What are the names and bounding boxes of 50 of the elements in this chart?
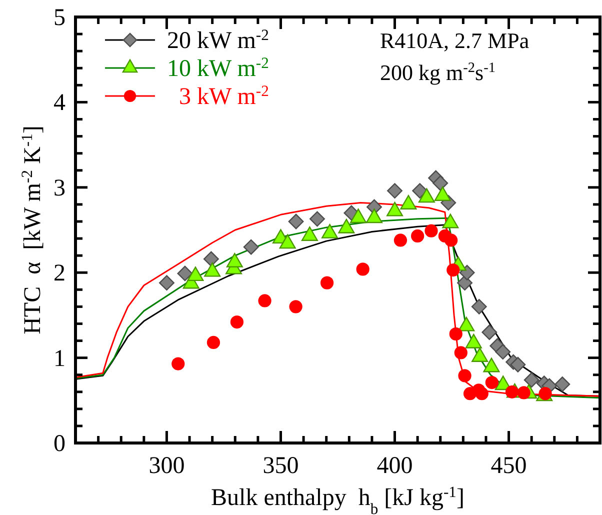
point [432,175,448,191]
annotation: 200 kg m$^{-2}$s$^{-1}$ [380,60,496,85]
y-tick-label: 1 [54,346,66,372]
point [387,183,402,199]
point [289,300,302,314]
point [230,315,244,329]
x-tick-label: 350 [262,453,299,479]
point [454,346,468,360]
point [524,372,540,388]
point [554,376,570,392]
legend-label: 10 kW m$^{-2}$ [167,54,269,82]
y-tick-label: 2 [54,260,66,287]
legend-label: 3 kW m$^{-2}$ [167,82,269,110]
point [495,344,511,360]
point [177,266,193,282]
point [475,387,488,400]
point [203,251,219,267]
point [172,357,185,370]
point [424,224,438,238]
point [411,229,424,243]
point [258,294,272,308]
y-tick-label: 5 [54,5,66,31]
point [310,211,325,227]
point [459,264,475,280]
point [510,356,526,372]
point [449,327,462,340]
point [471,298,487,314]
legend-label: 20 kW m$^{-2}$ [167,26,269,54]
x-tick-label: 400 [376,453,413,479]
point [458,369,472,382]
y-tick-label: 4 [54,90,66,116]
x-tick-label: 300 [148,453,185,479]
point [158,275,174,291]
point [412,183,428,199]
point [505,385,519,398]
x-axis-title: Bulk enthalpy h$_{b}$ [kJ kg$^{-1}$] [211,484,464,515]
point [444,234,458,247]
point [320,276,334,290]
point [206,336,220,350]
y-tick-label: 0 [54,431,66,457]
y-tick-label: 3 [54,175,66,202]
point [482,324,498,340]
x-tick-label: 450 [490,453,527,479]
point [288,214,304,230]
point [485,376,498,390]
point [243,239,259,255]
point [446,263,460,277]
point [394,234,408,247]
point [356,262,370,276]
annotation: R410A, 2.7 MPa [380,28,530,53]
